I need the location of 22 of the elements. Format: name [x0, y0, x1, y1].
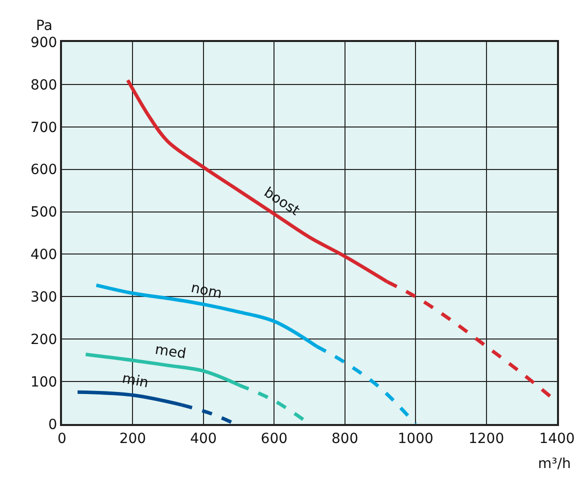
y-tick-label: 0 — [48, 416, 58, 433]
text: min — [120, 370, 150, 392]
x-tick-label: 200 — [119, 430, 146, 447]
x-axis-title: m³/h — [538, 456, 571, 472]
y-tick-label: 800 — [30, 77, 58, 94]
x-tick-label: 1400 — [539, 430, 575, 447]
y-tick-label: 600 — [30, 162, 58, 178]
y-tick-label: 700 — [30, 120, 58, 136]
x-tick-label: 1200 — [468, 430, 504, 447]
text: nom — [190, 280, 224, 302]
y-axis-title: Pa — [36, 18, 52, 34]
x-tick-label: 400 — [190, 430, 217, 447]
x-tick-label: 800 — [331, 430, 358, 447]
text: med — [154, 342, 188, 362]
y-tick-label: 200 — [30, 332, 58, 348]
x-tick-label: 600 — [260, 430, 288, 447]
y-tick-label: 100 — [30, 374, 58, 390]
y-tick-label: 400 — [30, 247, 58, 264]
y-tick-label: 300 — [30, 290, 58, 306]
x-tick-label: 1000 — [398, 430, 434, 447]
y-tick-label: 500 — [30, 204, 58, 221]
y-tick-label: 900 — [30, 34, 58, 51]
